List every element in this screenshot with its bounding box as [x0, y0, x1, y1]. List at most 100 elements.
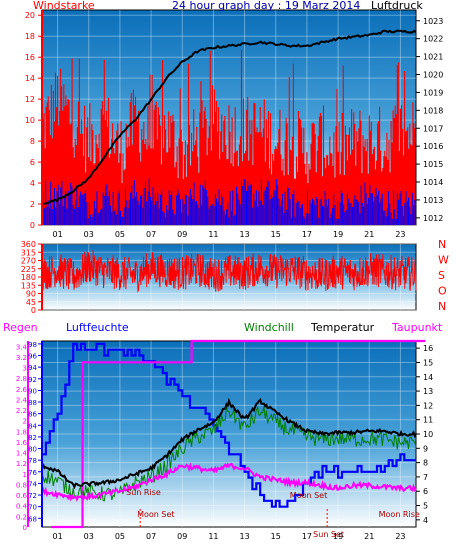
x-tick-label: 01 [52, 532, 62, 541]
temp-tick-label: 13 [423, 387, 433, 396]
temperatur-series [41, 397, 417, 490]
regen-tick-label: 1.2 [16, 460, 27, 468]
regen-label: Regen [3, 321, 38, 334]
humidity-tick-label: 80 [28, 446, 37, 454]
y-tick-label-right: 1022 [423, 35, 443, 44]
y-tick-label-left: 20 [25, 11, 35, 20]
wind-direction-line [41, 250, 417, 293]
x-tick-label: 09 [177, 230, 187, 239]
compass-label: N [438, 300, 446, 313]
luftdruck-label: Luftdruck [371, 0, 423, 12]
regen-tick-label: 0.8 [16, 481, 27, 489]
regen-tick-label: 0.2 [16, 513, 27, 521]
humidity-temp-series [41, 339, 426, 529]
regen-tick-label: 0.6 [16, 492, 28, 500]
direction-tick-label: 180 [21, 273, 36, 282]
direction-tick-label: 360 [21, 240, 36, 249]
humidity-tick-label: 90 [28, 387, 37, 395]
y-tick-label-right: 1017 [423, 124, 443, 133]
humidity-tick-label: 86 [28, 411, 37, 419]
x-tick-label: 07 [146, 230, 156, 239]
x-tick-label: 19 [333, 230, 343, 239]
regen-tick-label: 2.4 [16, 396, 28, 404]
x-tick-label: 19 [333, 532, 343, 541]
y-tick-label-left: 14 [25, 74, 35, 83]
humidity-tick-label: 94 [28, 364, 37, 372]
humidity-tick-label: 98 [28, 341, 37, 349]
wind-direction-series [41, 250, 417, 293]
regen-tick-label: 1 [23, 471, 27, 479]
y-tick-label-right: 1023 [423, 17, 443, 26]
temp-tick-label: 6 [423, 487, 428, 496]
direction-tick-label: 225 [21, 265, 36, 274]
x-tick-label: 11 [208, 532, 218, 541]
humidity-tick-label: 74 [28, 480, 37, 488]
astro-annotation-label: Moon Set [137, 510, 174, 519]
x-tick-label: 05 [115, 230, 125, 239]
luftdruck-series [41, 29, 417, 205]
x-tick-label: 09 [177, 532, 187, 541]
humidity-tick-label: 84 [28, 422, 37, 430]
humidity-tick-label: 72 [28, 492, 37, 500]
temp-tick-label: 14 [423, 373, 433, 382]
temperatur-label: Temperatur [310, 321, 375, 334]
x-tick-label: 23 [395, 230, 405, 239]
direction-tick-label: 135 [21, 281, 36, 290]
regen-tick-label: 2.6 [16, 386, 28, 394]
x-tick-label: 21 [364, 532, 374, 541]
y-tick-label-left: 2 [30, 200, 35, 209]
regen-series [51, 339, 426, 529]
windchill-series [41, 405, 417, 502]
regen-tick-label: 2.2 [16, 407, 27, 415]
astro-annotation-label: Sun Set [313, 530, 344, 539]
humidity-tick-label: 92 [28, 376, 37, 384]
y-tick-label-left: 6 [30, 158, 35, 167]
astro-annotation-label: Moon Set [290, 491, 327, 500]
x-tick-label: 23 [395, 532, 405, 541]
humidity-tick-label: 68 [28, 515, 37, 523]
direction-tick-label: 270 [21, 257, 36, 266]
luftfeuchte-series [42, 342, 416, 508]
temp-tick-label: 4 [423, 516, 428, 525]
temp-tick-label: 7 [423, 473, 428, 482]
compass-label: N [438, 238, 446, 251]
chart-title: 24 hour graph day : 19 Marz 2014 [172, 0, 360, 12]
compass-label: W [438, 254, 449, 267]
regen-tick-label: 3.2 [16, 354, 27, 362]
humidity-tick-label: 76 [28, 469, 37, 477]
temp-tick-label: 12 [423, 401, 433, 410]
x-tick-label: 21 [364, 230, 374, 239]
humidity-tick-label: 78 [28, 457, 37, 465]
windstarke-label: Windstarke [33, 0, 95, 12]
temp-tick-label: 16 [423, 344, 433, 353]
regen-tick-label: 0 [23, 524, 27, 532]
humidity-tick-label: 88 [28, 399, 37, 407]
regen-tick-label: 0.4 [16, 503, 28, 511]
x-tick-label: 17 [302, 230, 312, 239]
compass-label: S [438, 269, 445, 282]
direction-tick-label: 0 [31, 306, 36, 315]
x-tick-label: 05 [115, 532, 125, 541]
x-tick-label: 03 [84, 532, 94, 541]
direction-tick-label: 315 [21, 248, 36, 257]
y-tick-label-left: 10 [25, 116, 35, 125]
x-tick-label: 13 [239, 532, 249, 541]
y-tick-label-right: 1019 [423, 88, 443, 97]
y-tick-label-right: 1012 [423, 214, 443, 223]
x-tick-label: 03 [84, 230, 94, 239]
y-tick-label-right: 1018 [423, 106, 443, 115]
x-tick-label: 15 [271, 230, 281, 239]
regen-tick-label: 1.8 [16, 428, 27, 436]
temp-tick-label: 8 [423, 459, 428, 468]
y-tick-label-left: 16 [25, 53, 35, 62]
humidity-tick-label: 96 [28, 353, 37, 361]
y-tick-label-left: 12 [25, 95, 35, 104]
y-tick-label-left: 0 [30, 221, 35, 230]
temp-tick-label: 11 [423, 416, 433, 425]
humidity-tick-label: 70 [28, 504, 37, 512]
direction-tick-label: 45 [26, 298, 36, 307]
taupunkt-series [41, 462, 417, 502]
regen-tick-label: 1.4 [16, 450, 28, 458]
